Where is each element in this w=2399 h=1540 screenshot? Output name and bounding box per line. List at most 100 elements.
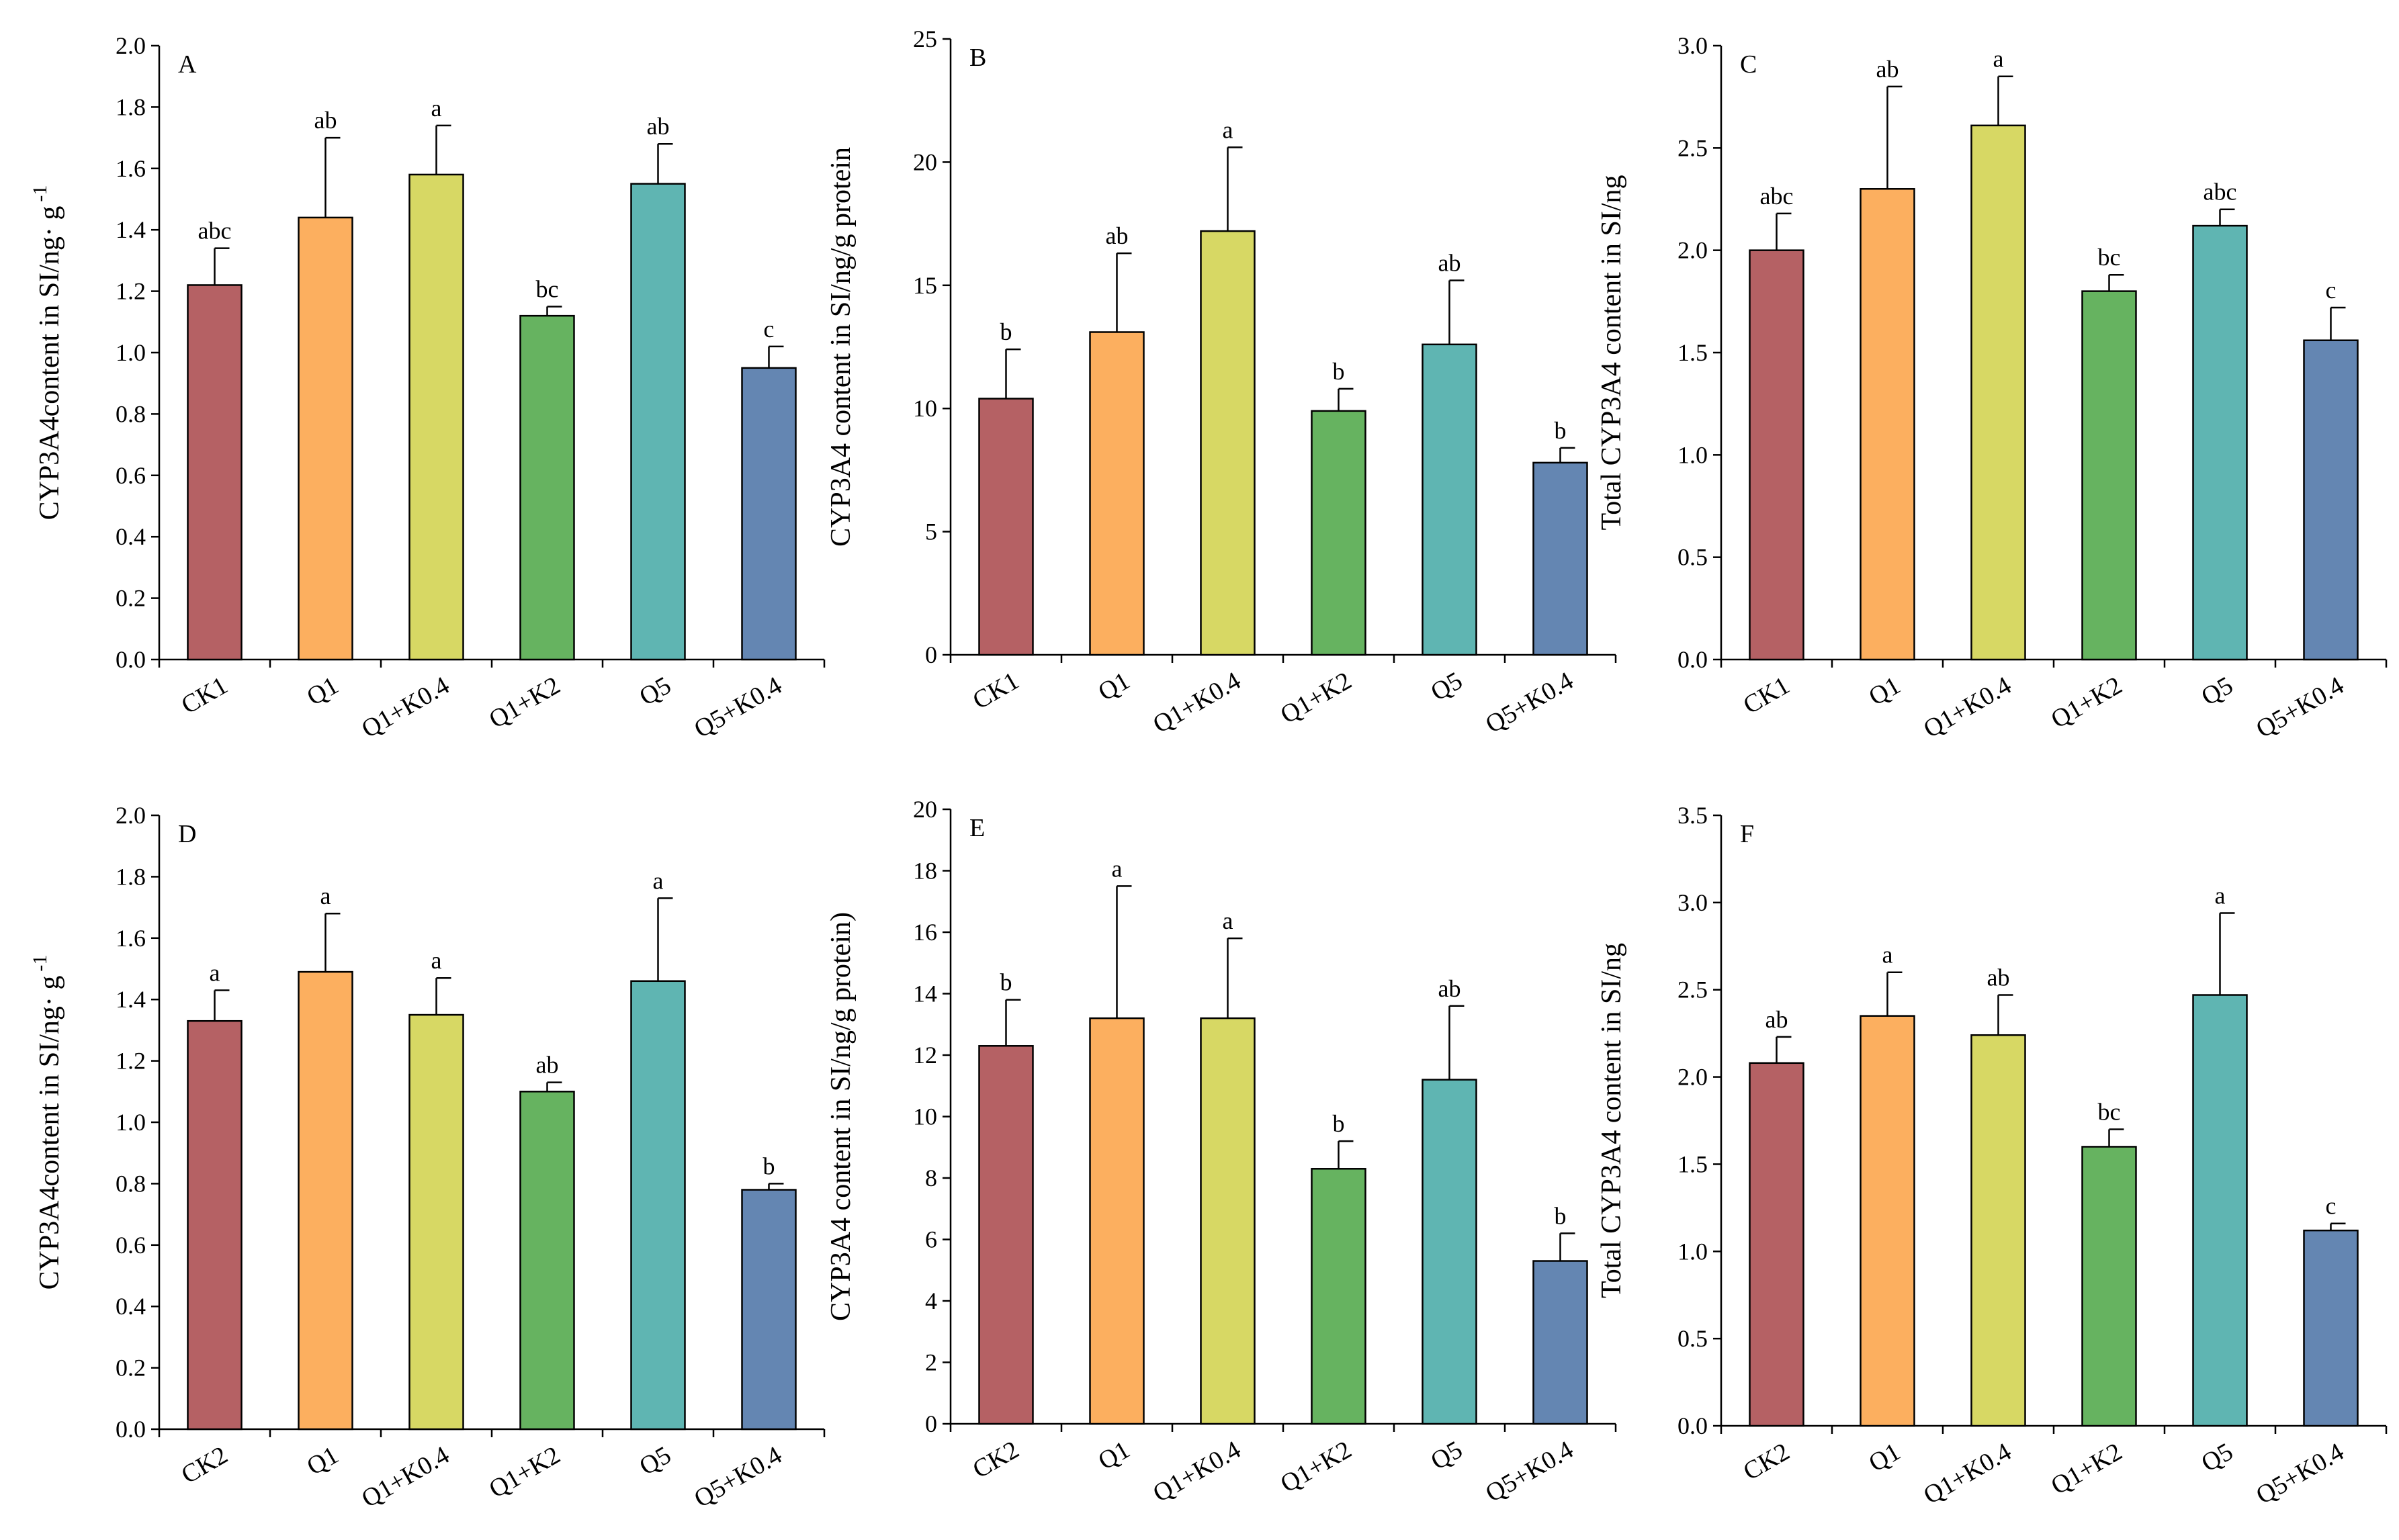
panel-d-significance-q1-plus-k0-4: a xyxy=(431,947,442,974)
panel-f-x-label-q5: Q5 xyxy=(2197,1437,2238,1478)
panel-f-x-label-q1: Q1 xyxy=(1864,1437,1905,1478)
panel-c-y-tick-label: 0.5 xyxy=(1677,544,1708,571)
panel-a-x-label-q5: Q5 xyxy=(635,671,676,711)
panel-a-y-tick-label: 0.4 xyxy=(116,523,146,550)
panel-e-bar-ck2 xyxy=(978,1045,1034,1425)
panel-b-y-tick-label: 5 xyxy=(925,518,937,545)
panel-e-bar-q1 xyxy=(1089,1017,1145,1425)
panel-a-bar-q5-plus-k0-4 xyxy=(741,367,797,661)
panel-a-y-tick-label: 1.2 xyxy=(116,278,146,305)
panel-c-y-axis-title: Total CYP3A4 content in SI/ng xyxy=(1596,175,1627,530)
panel-a-y-tick-label: 0.0 xyxy=(116,646,146,673)
panel-b-x-label-ck1: CK1 xyxy=(968,666,1024,715)
panel-b-significance-ck1: b xyxy=(1000,318,1012,345)
panel-c-significance-ck1: abc xyxy=(1760,183,1794,210)
panel-c-bar-q5 xyxy=(2192,224,2248,661)
panel-d-x-label-q1: Q1 xyxy=(302,1441,343,1481)
panel-b-significance-q5-plus-k0-4: b xyxy=(1555,417,1567,444)
panel-e-significance-q1: a xyxy=(1112,855,1123,882)
panel-d-significance-q5-plus-k0-4: b xyxy=(763,1152,775,1179)
panel-b-letter: B xyxy=(969,44,986,72)
panel-c-significance-q1-plus-k2: bc xyxy=(2098,244,2121,271)
panel-d-bar-q1 xyxy=(298,970,353,1431)
panel-e-x-label-q1-plus-k0-4: Q1+K0.4 xyxy=(1148,1435,1246,1508)
panel-f-significance-q1-plus-k0-4: ab xyxy=(1987,964,2010,991)
panel-d-bar-ck2 xyxy=(187,1020,243,1431)
panel-f-significance-q5: a xyxy=(2215,882,2226,909)
panel-d-significance-q1-plus-k2: ab xyxy=(536,1052,559,1079)
panel-d-bar-q1-plus-k2 xyxy=(519,1091,575,1431)
panel-e-x-label-q1-plus-k2: Q1+K2 xyxy=(1276,1435,1356,1498)
panel-a-bar-q1 xyxy=(298,216,353,661)
panel-a-significance-q5-plus-k0-4: c xyxy=(764,316,775,343)
panel-c-y-tick-label: 1.5 xyxy=(1677,339,1708,366)
panel-e-y-tick-label: 16 xyxy=(913,919,937,946)
panel-e-bar-q5 xyxy=(1422,1079,1477,1425)
panel-a-x-label-q1-plus-k0-4: Q1+K0.4 xyxy=(357,671,454,743)
panel-f-bar-q5-plus-k0-4 xyxy=(2303,1229,2359,1427)
panel-a-y-tick-label: 0.8 xyxy=(116,400,146,427)
panel-d-y-tick-label: 0.4 xyxy=(116,1293,146,1320)
panel-c-x-label-q5: Q5 xyxy=(2197,671,2238,711)
panel-a-significance-ck1: abc xyxy=(198,218,232,244)
panel-c-significance-q1: ab xyxy=(1876,56,1899,83)
panel-a-y-tick-label: 1.0 xyxy=(116,339,146,366)
panel-e-significance-ck2: b xyxy=(1000,969,1012,996)
panel-e-y-tick-label: 14 xyxy=(913,981,937,1007)
panel-a-bar-ck1 xyxy=(187,284,243,661)
panel-d-y-axis-title-superscript: -1 xyxy=(29,955,51,972)
panel-a-y-axis-title-superscript: -1 xyxy=(29,185,51,202)
panel-d-letter: D xyxy=(178,820,196,848)
panel-c-y-tick-label: 1.0 xyxy=(1677,441,1708,468)
panel-e-y-tick-label: 18 xyxy=(913,858,937,885)
panel-f-significance-q5-plus-k0-4: c xyxy=(2326,1193,2337,1220)
panel-d-significance-q5: a xyxy=(653,867,664,894)
panel-f-y-tick-label: 2.5 xyxy=(1677,977,1708,1003)
panel-e-y-tick-label: 12 xyxy=(913,1042,937,1069)
panel-a-significance-q1-plus-k2: bc xyxy=(536,275,559,302)
panel-e-y-tick-label: 6 xyxy=(925,1226,937,1253)
panel-f-y-tick-label: 2.0 xyxy=(1677,1064,1708,1091)
panel-c-bar-q5-plus-k0-4 xyxy=(2303,339,2359,661)
panel-b-x-label-q1-plus-k2: Q1+K2 xyxy=(1276,666,1356,729)
panel-b-y-tick-label: 10 xyxy=(913,395,937,422)
panel-c-bar-q1 xyxy=(1860,188,1915,661)
panel-f-bar-q1-plus-k0-4 xyxy=(1970,1034,2026,1427)
panel-e-x-label-q1: Q1 xyxy=(1094,1435,1135,1476)
panel-f-significance-q1-plus-k2: bc xyxy=(2098,1098,2121,1125)
panel-e-y-tick-label: 8 xyxy=(925,1165,937,1191)
panel-f-y-tick-label: 0.0 xyxy=(1677,1412,1708,1439)
panel-f-bar-q1 xyxy=(1860,1015,1915,1427)
panel-f-y-tick-label: 1.5 xyxy=(1677,1150,1708,1177)
panel-b-bar-q1 xyxy=(1089,331,1145,656)
panel-a-x-label-q1: Q1 xyxy=(302,671,343,711)
panel-b-y-axis-title: CYP3A4 content in SI/ng/g protein xyxy=(826,147,857,547)
panel-c-significance-q5-plus-k0-4: c xyxy=(2326,277,2337,304)
panel-c-y-tick-label: 2.5 xyxy=(1677,134,1708,161)
panel-e-y-tick-label: 4 xyxy=(925,1287,937,1314)
panel-b-bar-q1-plus-k0-4 xyxy=(1200,230,1256,656)
panel-c-x-label-ck1: CK1 xyxy=(1739,671,1794,719)
panel-f-y-axis-title: Total CYP3A4 content in SI/ng xyxy=(1596,943,1627,1298)
panel-f-y-tick-label: 0.5 xyxy=(1677,1325,1708,1352)
panel-f-bar-q1-plus-k2 xyxy=(2081,1146,2137,1427)
panel-e-y-tick-label: 20 xyxy=(913,796,937,823)
panel-a-significance-q1: ab xyxy=(314,107,337,134)
panel-a-y-tick-label: 1.4 xyxy=(116,216,146,243)
panel-d-y-axis-title: CYP3A4content in SI/ng· g-1 xyxy=(29,955,65,1290)
panel-a-bar-q5 xyxy=(630,183,686,661)
panel-d-y-tick-label: 1.8 xyxy=(116,863,146,890)
panel-e-x-label-ck2: CK2 xyxy=(968,1435,1024,1484)
panel-d-y-tick-label: 2.0 xyxy=(116,802,146,829)
panel-d-bar-q1-plus-k0-4 xyxy=(408,1013,464,1431)
panel-f-letter: F xyxy=(1740,820,1754,848)
panel-f-y-tick-label: 3.5 xyxy=(1677,802,1708,829)
panel-d-x-label-q1-plus-k2: Q1+K2 xyxy=(484,1441,565,1504)
panel-e-letter: E xyxy=(969,814,985,842)
panel-f-x-label-q5-plus-k0-4: Q5+K0.4 xyxy=(2251,1437,2349,1510)
panel-a-bar-q1-plus-k0-4 xyxy=(408,173,464,661)
panel-e-bar-q5-plus-k0-4 xyxy=(1532,1260,1588,1425)
panel-b-significance-q1: ab xyxy=(1106,222,1129,249)
